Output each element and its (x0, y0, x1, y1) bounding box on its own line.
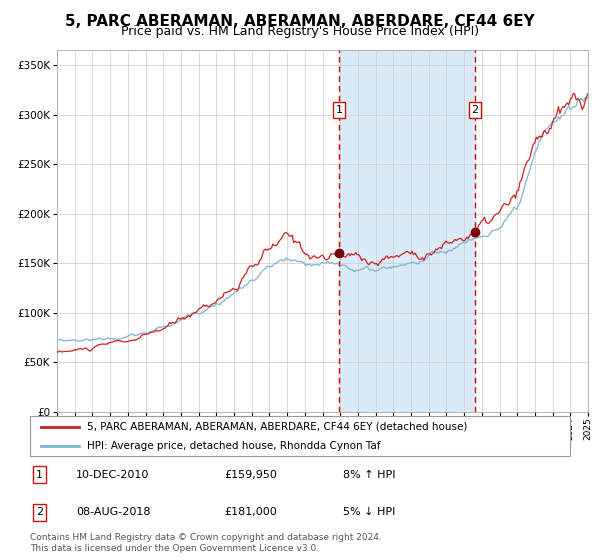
Text: 5, PARC ABERAMAN, ABERAMAN, ABERDARE, CF44 6EY (detached house): 5, PARC ABERAMAN, ABERAMAN, ABERDARE, CF… (86, 422, 467, 432)
Text: Contains HM Land Registry data © Crown copyright and database right 2024.
This d: Contains HM Land Registry data © Crown c… (30, 533, 382, 553)
Text: 5% ↓ HPI: 5% ↓ HPI (343, 507, 395, 517)
Text: HPI: Average price, detached house, Rhondda Cynon Taf: HPI: Average price, detached house, Rhon… (86, 441, 380, 450)
Text: 08-AUG-2018: 08-AUG-2018 (76, 507, 151, 517)
Text: 5, PARC ABERAMAN, ABERAMAN, ABERDARE, CF44 6EY: 5, PARC ABERAMAN, ABERAMAN, ABERDARE, CF… (65, 14, 535, 29)
Text: 10-DEC-2010: 10-DEC-2010 (76, 470, 149, 479)
Text: 2: 2 (472, 105, 478, 115)
Text: £159,950: £159,950 (224, 470, 277, 479)
Text: 1: 1 (335, 105, 343, 115)
Text: 2: 2 (36, 507, 43, 517)
FancyBboxPatch shape (30, 416, 570, 456)
Text: £181,000: £181,000 (224, 507, 277, 517)
Text: Price paid vs. HM Land Registry's House Price Index (HPI): Price paid vs. HM Land Registry's House … (121, 25, 479, 38)
Text: 1: 1 (36, 470, 43, 479)
Bar (339, 50, 475, 412)
Text: 8% ↑ HPI: 8% ↑ HPI (343, 470, 396, 479)
